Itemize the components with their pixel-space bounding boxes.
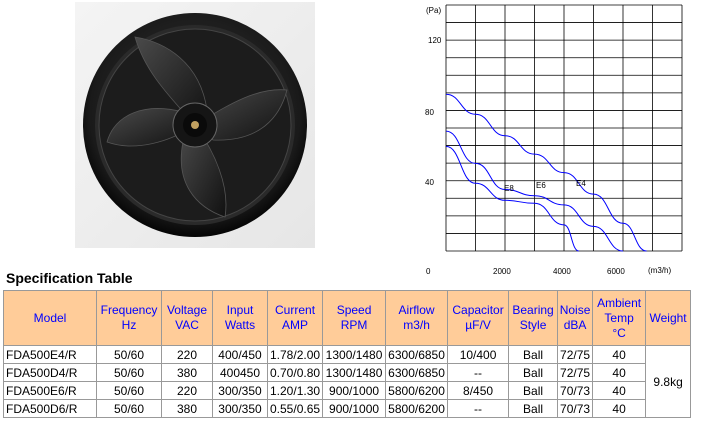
curve-label-e4: E4 [576,179,586,188]
cell-current: 0.70/0.80 [266,363,324,382]
curve-line-e6 [445,130,624,252]
y-tick-label: 120 [428,36,442,45]
fan-photo [75,2,315,248]
cell-airflow: 5800/6200 [385,399,449,418]
cell-speed: 1300/1480 [322,363,387,382]
cell-input-watts: 400450 [212,363,268,382]
cell-frequency: 50/60 [96,381,162,400]
table-row: FDA500D4/R 50/60 380 400450 0.70/0.80 13… [3,363,691,382]
cell-input-watts: 300/350 [212,381,268,400]
header-ambient-temp: Ambient Temp °C [592,290,647,346]
cell-speed: 1300/1480 [322,345,387,364]
curve-label-e8: E8 [504,184,514,193]
header-noise: Noise dBA [557,290,594,346]
cell-capacitor: 10/400 [447,345,510,364]
cell-noise: 72/75 [557,345,594,364]
cell-current: 1.78/2.00 [266,345,324,364]
spec-table: Model Frequency Hz Voltage VAC Input Watts … [3,290,692,418]
cell-capacitor: -- [447,363,510,382]
cell-frequency: 50/60 [96,363,162,382]
cell-voltage: 220 [161,381,213,400]
cell-voltage: 380 [161,399,213,418]
cell-noise: 70/73 [557,399,594,418]
cell-current: 1.20/1.30 [266,381,324,400]
x-tick-label: 4000 [553,267,571,276]
table-row: FDA500D6/R 50/60 380 300/350 0.55/0.65 9… [3,399,691,418]
header-bearing: Bearing Style [508,290,559,346]
cell-capacitor: -- [447,399,510,418]
cell-weight: 9.8kg [645,345,692,418]
header-model: Model [3,290,97,346]
y-axis-unit: (Pa) [426,6,441,15]
axial-fan-image [83,13,307,237]
cell-noise: 70/73 [557,381,594,400]
cell-bearing: Ball [508,381,559,400]
y-tick-label: 80 [425,108,434,117]
cell-ambient-temp: 40 [592,363,647,382]
cell-bearing: Ball [508,399,559,418]
cell-bearing: Ball [508,345,559,364]
table-row: FDA500E6/R 50/60 220 300/350 1.20/1.30 9… [3,381,691,400]
performance-chart: (Pa) (m3/h) 120 80 40 0 2000 4000 6000 E… [410,0,710,280]
cell-speed: 900/1000 [322,399,387,418]
x-tick-label: 2000 [493,267,511,276]
table-header-row: Model Frequency Hz Voltage VAC Input Watts … [3,290,692,346]
header-speed: Speed RPM [322,290,387,346]
cell-input-watts: 300/350 [212,399,268,418]
cell-airflow: 6300/6850 [385,345,449,364]
cell-airflow: 6300/6850 [385,363,449,382]
cell-frequency: 50/60 [96,399,162,418]
header-weight: Weight [645,290,692,346]
header-airflow: Airflow m3/h [385,290,449,346]
spec-table-title: Specification Table [6,270,133,286]
cell-noise: 72/75 [557,363,594,382]
header-frequency: Frequency Hz [96,290,162,346]
cell-speed: 900/1000 [322,381,387,400]
header-current: Current AMP [266,290,324,346]
cell-ambient-temp: 40 [592,381,647,400]
curve-label-e6: E6 [536,181,546,190]
x-axis-unit: (m3/h) [648,266,671,275]
cell-voltage: 380 [161,363,213,382]
table-row: FDA500E4/R 50/60 220 400/450 1.78/2.00 1… [3,345,692,418]
cell-model: FDA500D6/R [3,399,97,418]
curve-line-e8 [445,145,579,252]
curve-line-e4 [445,93,647,252]
cell-model: FDA500E4/R [3,345,97,364]
y-tick-label: 40 [425,178,434,187]
cell-model: FDA500E6/R [3,381,97,400]
cell-voltage: 220 [161,345,213,364]
x-tick-label: 6000 [607,267,625,276]
chart-grid [445,4,683,252]
header-capacitor: Capacitor µF/V [447,290,510,346]
cell-model: FDA500D4/R [3,363,97,382]
header-input-watts: Input Watts [212,290,268,346]
x-tick-label: 0 [426,267,431,276]
cell-input-watts: 400/450 [212,345,268,364]
cell-frequency: 50/60 [96,345,162,364]
cell-airflow: 5800/6200 [385,381,449,400]
cell-ambient-temp: 40 [592,399,647,418]
cell-bearing: Ball [508,363,559,382]
cell-current: 0.55/0.65 [266,399,324,418]
performance-chart-svg: (Pa) (m3/h) 120 80 40 0 2000 4000 6000 E… [425,4,683,276]
header-voltage: Voltage VAC [161,290,213,346]
chart-curves [445,93,647,252]
cell-capacitor: 8/450 [447,381,510,400]
cell-ambient-temp: 40 [592,345,647,364]
